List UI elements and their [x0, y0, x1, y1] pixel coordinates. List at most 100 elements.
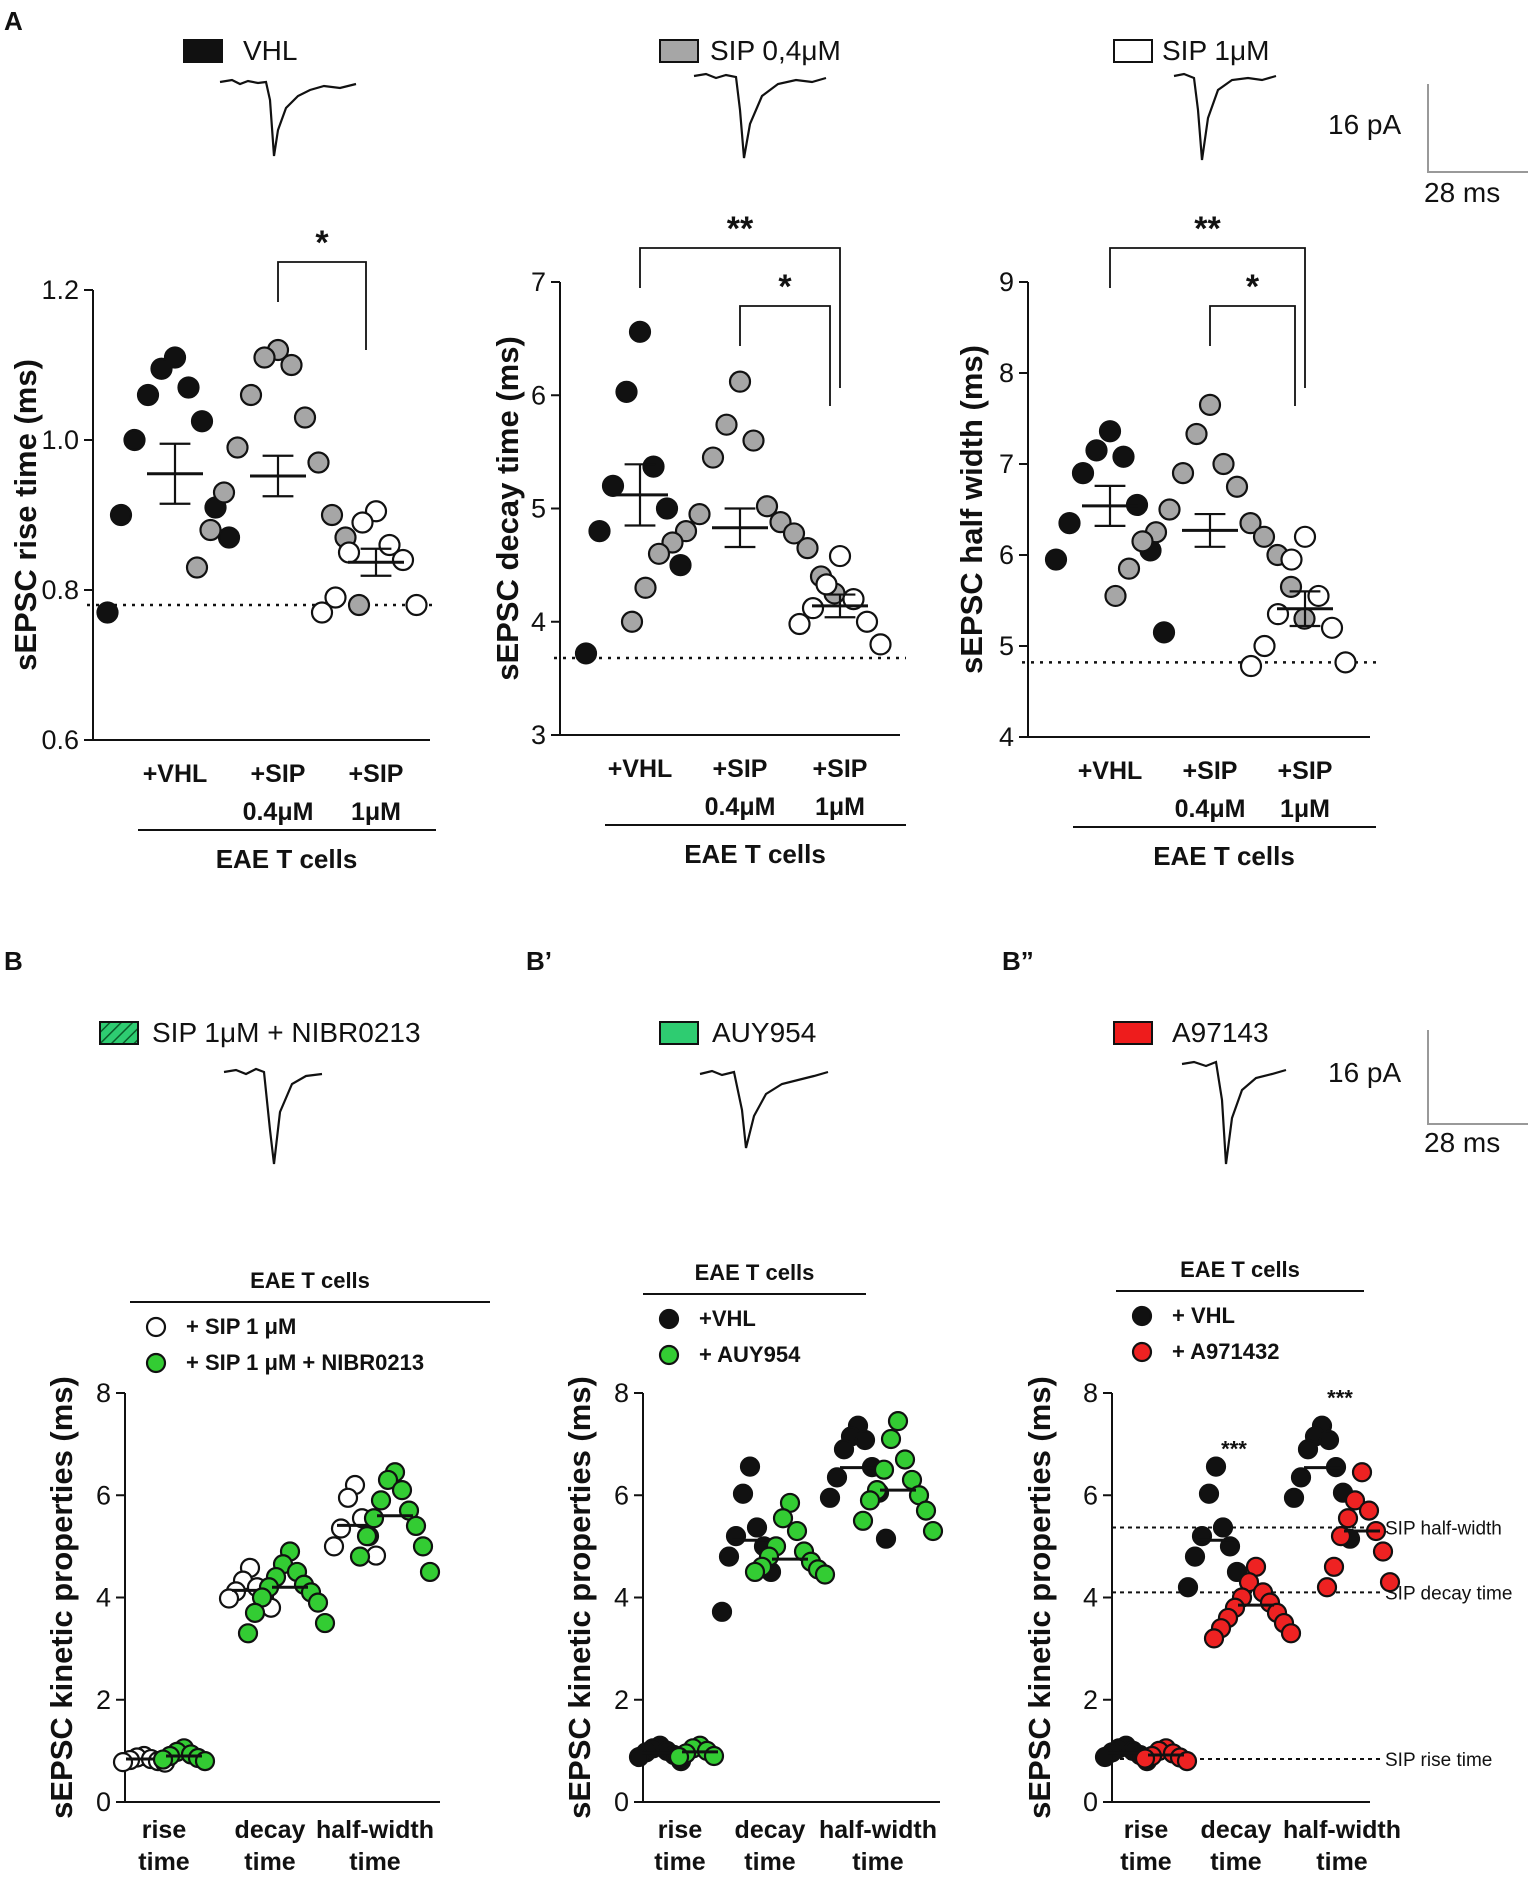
group-label: EAE T cells — [216, 844, 358, 874]
x-category-label: rise — [142, 1816, 187, 1844]
data-point — [833, 1439, 855, 1460]
scale-amplitude: 16 pA — [1328, 1057, 1401, 1088]
data-point — [894, 1449, 916, 1470]
data-point — [1117, 557, 1141, 580]
data-point — [244, 1602, 266, 1623]
y-tick-label: 2 — [614, 1685, 629, 1715]
x-category-label: time — [1120, 1848, 1172, 1876]
data-point — [647, 542, 671, 565]
data-point — [1198, 393, 1222, 416]
panel-b1-label: B’ — [526, 946, 552, 976]
y-tick-label: 6 — [1083, 1480, 1098, 1510]
x-category-label: time — [1316, 1848, 1368, 1876]
y-tick-label: 4 — [531, 607, 546, 637]
data-point — [1085, 439, 1108, 462]
y-axis-label: sEPSC kinetic properties (ms) — [44, 1376, 79, 1819]
data-point — [728, 370, 752, 393]
data-point — [772, 1508, 794, 1529]
legend-label: +VHL — [699, 1306, 756, 1331]
significance-label: * — [778, 268, 792, 306]
data-point — [177, 376, 200, 399]
x-category-label: +SIP — [1278, 757, 1333, 785]
data-point — [814, 1564, 836, 1585]
y-tick-label: 1.2 — [41, 275, 79, 305]
data-point — [378, 533, 401, 557]
y-tick-label: 0 — [1083, 1787, 1098, 1817]
data-point — [601, 474, 625, 497]
y-tick-label: 7 — [531, 267, 546, 297]
scale-time: 28 ms — [1424, 1127, 1500, 1158]
data-point — [237, 1623, 259, 1644]
data-point — [1184, 1546, 1206, 1567]
data-point — [1318, 1429, 1340, 1451]
data-point — [199, 518, 222, 542]
data-point — [703, 1745, 725, 1767]
x-category-label: +VHL — [143, 760, 208, 788]
y-axis-label: sEPSC kinetic properties (ms) — [562, 1376, 597, 1819]
y-tick-label: 0.8 — [41, 575, 79, 605]
x-category-label: time — [852, 1848, 904, 1876]
data-point — [1212, 452, 1235, 476]
data-point — [1044, 548, 1068, 571]
data-point — [1297, 1439, 1319, 1460]
data-point — [145, 1352, 167, 1374]
trace-a97143 — [1181, 1060, 1287, 1165]
data-point — [412, 1536, 434, 1557]
data-point — [854, 1429, 876, 1451]
x-category-label: decay — [735, 1816, 806, 1844]
y-tick-label: 9 — [999, 267, 1014, 297]
data-point — [391, 548, 415, 572]
data-point — [859, 1490, 881, 1511]
data-point — [293, 406, 317, 429]
legend-swatch — [1113, 1021, 1153, 1045]
legend-label: + SIP 1 μM + NIBR0213 — [186, 1350, 424, 1375]
data-point — [1131, 1341, 1153, 1363]
data-point — [349, 1546, 371, 1567]
data-point — [744, 1561, 766, 1583]
trace-auy954 — [699, 1069, 829, 1149]
x-category-label: half-width — [1283, 1816, 1401, 1844]
y-tick-label: 4 — [614, 1583, 629, 1613]
x-category-label: rise — [1124, 1816, 1169, 1844]
data-point — [1351, 1462, 1373, 1483]
x-category-label: time — [654, 1848, 706, 1876]
legend-nibr: SIP 1μM + NIBR0213 — [99, 1017, 421, 1048]
y-tick-label: 8 — [614, 1378, 629, 1408]
data-point — [1266, 603, 1290, 626]
reference-label: SIP rise time — [1385, 1750, 1492, 1771]
data-point — [1252, 525, 1276, 548]
plot-b: 0 2 4 6 8 sEPSC kinetic properties (ms) EAE T … — [44, 1268, 490, 1876]
data-point — [136, 383, 160, 407]
data-point — [873, 1459, 895, 1480]
group-header: EAE T cells — [250, 1268, 370, 1293]
data-point — [739, 1456, 761, 1477]
legend-swatch — [1113, 39, 1153, 63]
data-point — [701, 446, 725, 469]
data-point — [217, 526, 241, 549]
data-point — [1158, 498, 1181, 521]
data-point — [1253, 634, 1276, 658]
data-point — [620, 610, 644, 633]
y-tick-label: 6 — [999, 540, 1014, 570]
data-point — [1131, 530, 1154, 553]
data-point — [330, 1518, 352, 1539]
data-point — [588, 520, 611, 543]
x-category-label: decay — [235, 1816, 306, 1844]
data-point — [1134, 1748, 1156, 1769]
data-point — [915, 1500, 937, 1521]
data-point — [852, 1510, 874, 1531]
data-point — [212, 481, 236, 504]
data-point — [190, 410, 214, 433]
data-point — [1344, 1490, 1366, 1511]
data-point — [1290, 1467, 1312, 1488]
data-point — [1283, 1487, 1305, 1508]
data-point — [755, 495, 779, 518]
data-point — [323, 1536, 345, 1557]
x-category-label: time — [138, 1848, 190, 1876]
x-category-label: half-width — [819, 1816, 937, 1844]
data-point — [788, 612, 811, 636]
group-label: EAE T cells — [684, 839, 826, 869]
